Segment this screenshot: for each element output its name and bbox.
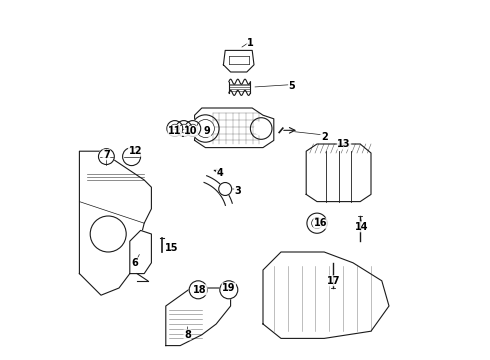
Text: 17: 17 xyxy=(326,276,340,286)
Text: 18: 18 xyxy=(193,285,207,295)
Text: 12: 12 xyxy=(128,146,142,156)
Text: 19: 19 xyxy=(222,283,236,293)
Text: 3: 3 xyxy=(234,186,241,196)
Circle shape xyxy=(122,148,141,166)
Polygon shape xyxy=(263,252,389,338)
Circle shape xyxy=(312,218,322,229)
Circle shape xyxy=(255,122,268,135)
Text: 16: 16 xyxy=(314,218,327,228)
Text: 8: 8 xyxy=(184,330,191,340)
Text: 14: 14 xyxy=(355,222,369,232)
Circle shape xyxy=(167,121,183,136)
Circle shape xyxy=(185,121,201,136)
Circle shape xyxy=(171,124,179,133)
Text: 15: 15 xyxy=(165,243,178,253)
Text: 9: 9 xyxy=(204,126,211,136)
Text: 6: 6 xyxy=(132,258,139,268)
Circle shape xyxy=(176,121,192,136)
Text: 11: 11 xyxy=(168,126,182,136)
Polygon shape xyxy=(306,144,371,202)
Polygon shape xyxy=(130,230,151,274)
Circle shape xyxy=(192,115,219,142)
Circle shape xyxy=(189,281,207,299)
Circle shape xyxy=(196,120,215,138)
Polygon shape xyxy=(223,50,254,72)
Text: 13: 13 xyxy=(337,139,351,149)
Circle shape xyxy=(189,124,197,133)
Text: 5: 5 xyxy=(289,81,295,91)
Circle shape xyxy=(307,213,327,233)
Circle shape xyxy=(219,183,232,195)
Circle shape xyxy=(250,118,272,139)
Text: 1: 1 xyxy=(247,38,254,48)
Circle shape xyxy=(90,216,126,252)
Text: 2: 2 xyxy=(321,132,328,142)
Circle shape xyxy=(98,149,114,165)
Circle shape xyxy=(179,124,188,133)
Circle shape xyxy=(220,281,238,299)
Text: 7: 7 xyxy=(103,150,110,160)
Polygon shape xyxy=(79,151,151,295)
Polygon shape xyxy=(195,108,274,148)
Text: 10: 10 xyxy=(184,126,198,136)
Text: 4: 4 xyxy=(217,168,223,178)
Polygon shape xyxy=(166,288,231,346)
